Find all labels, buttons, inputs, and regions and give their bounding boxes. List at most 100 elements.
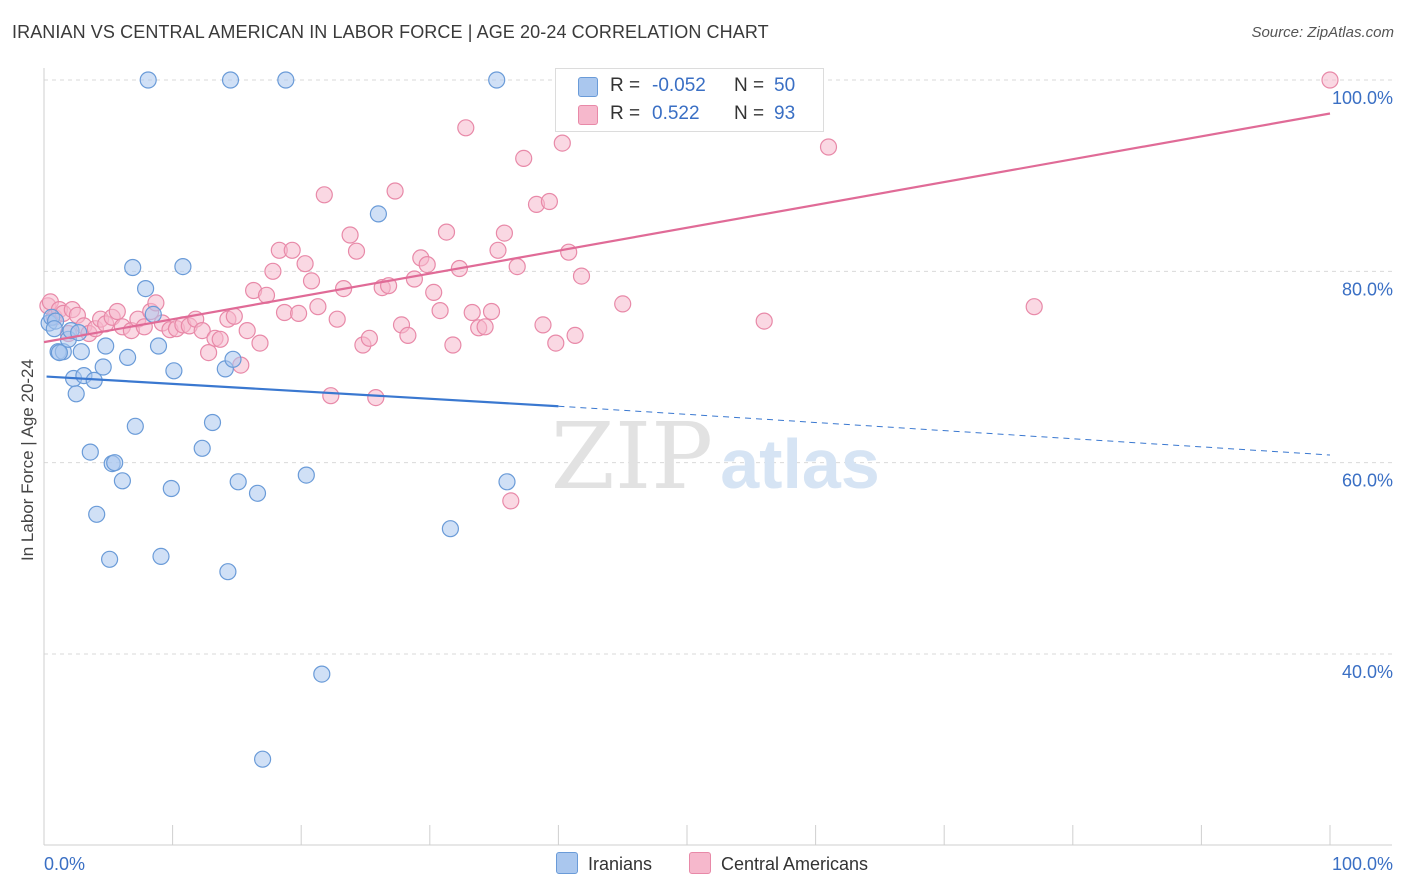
data-point (755, 312, 773, 330)
data-point (572, 267, 591, 285)
data-point (540, 192, 559, 211)
source-credit: Source: ZipAtlas.com (1251, 24, 1394, 41)
data-point (566, 326, 584, 344)
data-point (347, 242, 366, 260)
axes (43, 68, 1392, 846)
y-tick-labels: 40.0% 60.0% 80.0% 100.0% (1332, 88, 1393, 682)
data-point (457, 119, 475, 137)
data-point (224, 350, 242, 368)
data-point (322, 387, 340, 405)
legend-n-value: 50 (774, 75, 796, 96)
data-point (489, 241, 507, 259)
data-point (225, 307, 243, 325)
bottom-legend-iranians: Iranians (556, 852, 652, 875)
iranian-trend-line (46, 375, 559, 408)
data-point (399, 326, 417, 344)
data-point (1321, 71, 1339, 89)
data-point (534, 316, 552, 334)
data-point (297, 466, 315, 484)
y-tick-label: 40.0% (1342, 662, 1393, 682)
data-point (431, 302, 449, 320)
trend-lines (43, 112, 1331, 456)
chart-title: IRANIAN VS CENTRAL AMERICAN IN LABOR FOR… (12, 22, 769, 42)
legend-r-label: R = (610, 103, 641, 124)
watermark-atlas: atlas (720, 425, 880, 503)
correlation-legend: R = -0.052 N = 50 R = 0.522 N = 93 (555, 68, 824, 132)
data-point (488, 71, 506, 89)
data-point (50, 344, 69, 362)
data-point (386, 182, 404, 200)
data-point (819, 138, 838, 156)
data-point (97, 337, 115, 355)
data-point (360, 329, 378, 347)
bottom-label-iranians: Iranians (588, 854, 653, 874)
legend-r-label: R = (610, 75, 641, 96)
iranian-points (40, 71, 516, 768)
data-point (369, 205, 387, 223)
y-tick-label: 80.0% (1342, 279, 1393, 299)
data-point (1025, 298, 1043, 316)
data-point (144, 305, 162, 323)
data-point (162, 479, 180, 498)
data-point (553, 134, 571, 152)
data-point (283, 241, 301, 259)
data-point (309, 298, 327, 316)
data-point (211, 330, 229, 348)
data-point (498, 473, 516, 491)
data-point (203, 413, 222, 432)
data-point (515, 149, 533, 167)
data-point (193, 322, 211, 340)
data-point (113, 472, 132, 490)
data-point (482, 302, 501, 321)
data-point (502, 492, 520, 510)
data-point (174, 258, 192, 276)
x-tick-label: 100.0% (1332, 854, 1393, 874)
y-axis-label: In Labor Force | Age 20-24 (18, 359, 37, 561)
data-point (441, 520, 459, 538)
bottom-label-central: Central Americans (721, 854, 869, 874)
data-point (45, 320, 63, 338)
data-point (290, 304, 308, 322)
data-point (219, 563, 237, 581)
data-point (367, 389, 385, 407)
data-point (313, 665, 331, 683)
data-point (139, 71, 157, 89)
data-point (425, 283, 443, 301)
data-point (193, 439, 211, 457)
data-point (418, 256, 436, 274)
iranian-trend-extension (558, 405, 1331, 456)
data-point (108, 302, 126, 321)
data-point (106, 454, 124, 472)
data-point (100, 550, 119, 568)
legend-n-label: N = (734, 75, 765, 96)
central-american-trend-line (43, 112, 1331, 344)
data-point (508, 258, 526, 276)
data-point (547, 334, 565, 352)
x-tick-labels: 0.0% 100.0% (44, 854, 1393, 874)
data-point (328, 310, 346, 328)
data-point (118, 348, 137, 366)
data-point (296, 255, 314, 273)
data-point (302, 272, 321, 290)
data-point (405, 270, 423, 288)
x-tick-label: 0.0% (44, 854, 85, 874)
data-point (277, 71, 295, 89)
data-point (165, 362, 183, 380)
data-point (72, 343, 90, 361)
data-point (444, 336, 462, 354)
bottom-legend-central: Central Americans (689, 852, 868, 875)
data-point (94, 358, 112, 376)
data-point (437, 223, 456, 241)
legend-r-value: 0.522 (652, 103, 700, 124)
y-tick-label: 60.0% (1342, 471, 1393, 491)
data-point (560, 243, 578, 261)
legend-swatch-iranians (578, 77, 598, 97)
data-point (254, 750, 272, 768)
legend-n-value: 93 (774, 103, 796, 124)
data-point (238, 322, 256, 340)
bottom-swatch-iranians (556, 852, 578, 874)
data-point (88, 505, 106, 523)
data-point (152, 547, 170, 566)
data-point (614, 295, 632, 313)
